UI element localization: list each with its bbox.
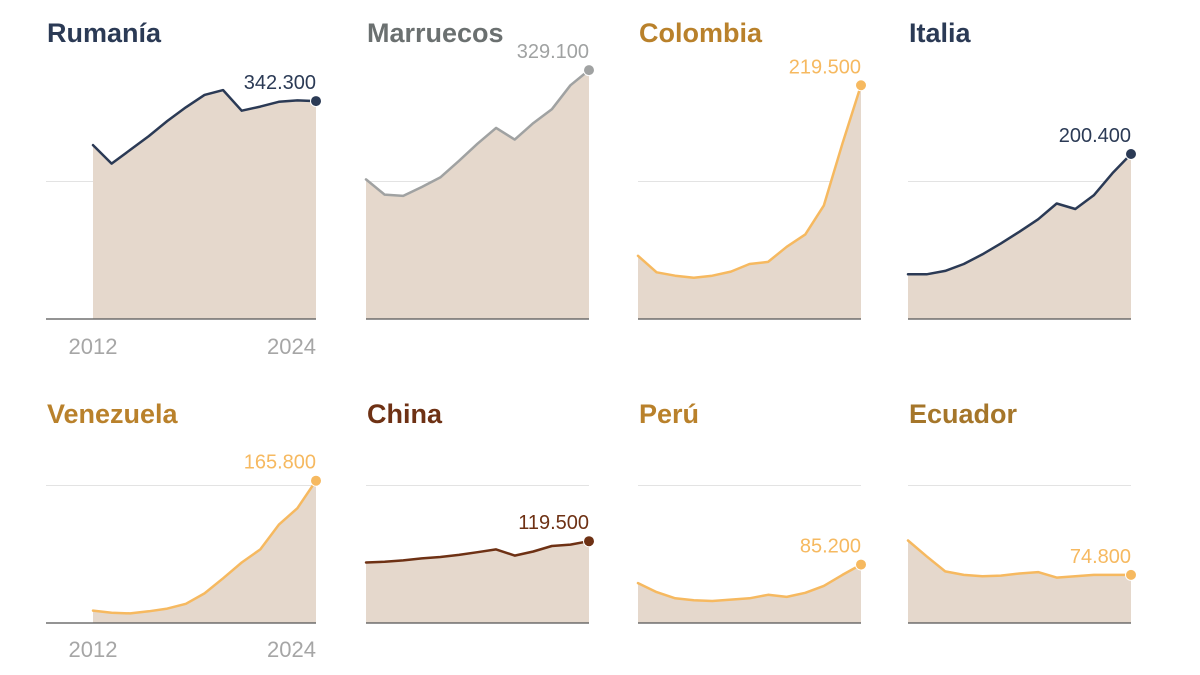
ecuador-title: Ecuador xyxy=(909,399,1018,429)
peru-end-label: 85.200 xyxy=(800,536,861,558)
venezuela-x-tick-start: 2012 xyxy=(69,637,118,662)
marruecos-end-label: 329.100 xyxy=(517,41,589,63)
italia-end-point xyxy=(1125,148,1137,160)
rumania-x-tick-start: 2012 xyxy=(69,334,118,359)
china-end-label: 119.500 xyxy=(518,512,589,534)
ecuador-end-point xyxy=(1125,568,1137,581)
italia-end-label: 200.400 xyxy=(1059,125,1131,147)
marruecos-end-point xyxy=(583,64,595,77)
china-title: China xyxy=(367,399,443,429)
venezuela-x-tick-end: 2024 xyxy=(267,637,316,662)
peru-title: Perú xyxy=(639,399,699,429)
ecuador-area xyxy=(908,540,1131,623)
colombia-area xyxy=(638,85,861,319)
italia-series-line xyxy=(906,152,1133,276)
peru-series-line xyxy=(636,563,863,603)
peru-area xyxy=(638,564,861,623)
ecuador-series-line xyxy=(906,539,1133,579)
rumania-end-point xyxy=(310,95,322,108)
china-end-point xyxy=(583,535,595,548)
rumania-series-line xyxy=(91,88,318,165)
marruecos-title: Marruecos xyxy=(367,18,504,48)
rumania-title: Rumanía xyxy=(47,18,162,48)
marruecos-area xyxy=(366,70,589,319)
italia-area xyxy=(908,154,1131,319)
venezuela-end-label: 165.800 xyxy=(244,452,316,474)
venezuela-title: Venezuela xyxy=(47,399,179,429)
colombia-end-point xyxy=(855,79,867,92)
peru-end-point xyxy=(855,558,867,571)
rumania-end-label: 342.300 xyxy=(244,72,316,94)
china-area xyxy=(366,541,589,623)
colombia-end-label: 219.500 xyxy=(789,56,861,78)
italia-title: Italia xyxy=(909,18,972,48)
colombia-series-line xyxy=(636,84,863,280)
china-series-line xyxy=(364,539,591,564)
venezuela-series-line xyxy=(91,479,318,615)
colombia-title: Colombia xyxy=(639,18,763,48)
ecuador-end-label: 74.800 xyxy=(1070,546,1131,568)
venezuela-area xyxy=(93,480,316,623)
venezuela-end-point xyxy=(310,474,322,487)
rumania-x-tick-end: 2024 xyxy=(267,334,316,359)
rumania-area xyxy=(93,90,316,319)
marruecos-series-line xyxy=(364,68,591,198)
